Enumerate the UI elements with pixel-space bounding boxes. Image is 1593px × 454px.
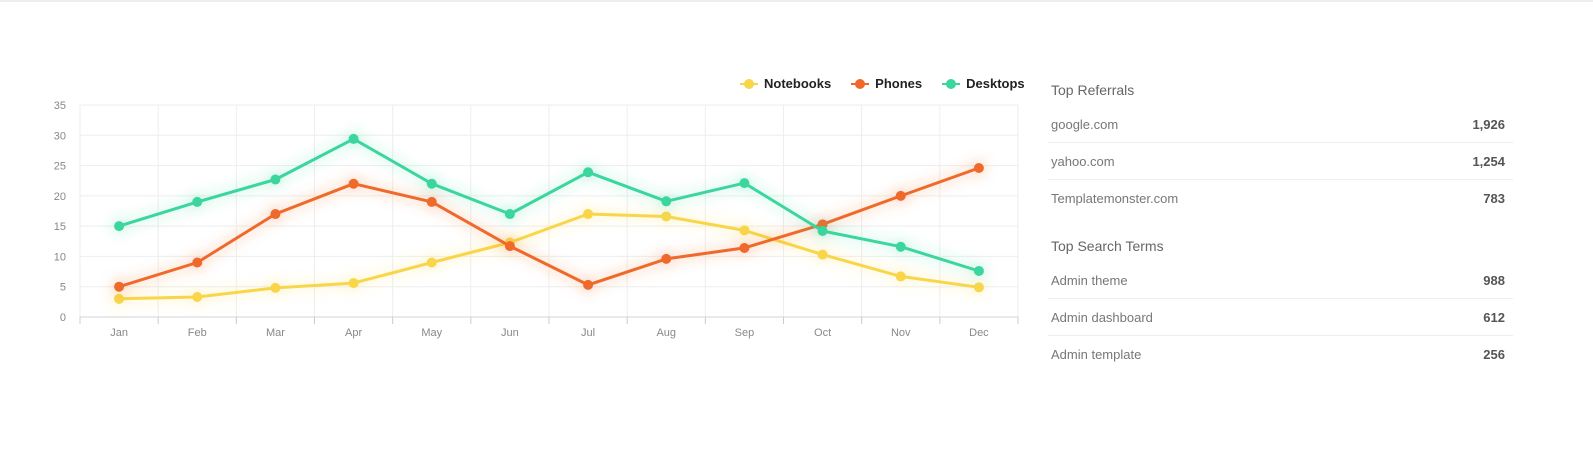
data-point-phones xyxy=(348,178,359,189)
x-tick-label: Nov xyxy=(891,327,911,339)
data-point-desktops xyxy=(895,241,906,252)
data-point-notebooks xyxy=(114,293,125,304)
y-tick-label: 25 xyxy=(54,161,66,173)
y-tick-label: 10 xyxy=(54,251,66,263)
data-point-desktops xyxy=(348,133,359,144)
data-point-phones xyxy=(504,241,515,252)
referral-label: google.com xyxy=(1051,116,1119,132)
series-line-desktops xyxy=(118,137,980,273)
data-point-desktops xyxy=(973,265,984,276)
data-point-phones xyxy=(114,281,125,292)
data-point-notebooks xyxy=(583,209,594,220)
data-point-phones xyxy=(895,190,906,201)
y-tick-label: 35 xyxy=(54,100,66,112)
search-term-value: 988 xyxy=(1483,272,1505,288)
data-point-desktops xyxy=(192,196,203,207)
series-line-phones xyxy=(118,166,980,289)
data-point-phones xyxy=(426,196,437,207)
data-point-desktops xyxy=(583,167,594,178)
data-point-notebooks xyxy=(426,257,437,268)
data-point-desktops xyxy=(817,225,828,236)
legend-label-desktops: Desktops xyxy=(966,76,1025,91)
stats-panel: Top Referrals google.com 1,926 yahoo.com… xyxy=(1048,78,1513,372)
data-point-phones xyxy=(739,242,750,253)
x-tick-label: Jul xyxy=(581,327,595,339)
referral-row[interactable]: google.com 1,926 xyxy=(1048,106,1513,143)
legend-item-phones[interactable]: Phones xyxy=(851,76,922,91)
search-term-row[interactable]: Admin theme 988 xyxy=(1048,262,1513,299)
x-tick-label: Jun xyxy=(501,327,519,339)
search-term-label: Admin template xyxy=(1051,346,1142,362)
legend-marker-phones xyxy=(851,78,870,90)
data-point-desktops xyxy=(114,221,125,232)
data-point-phones xyxy=(583,279,594,290)
data-point-notebooks xyxy=(348,278,359,289)
legend-marker-notebooks xyxy=(740,78,758,90)
referral-value: 1,254 xyxy=(1472,153,1505,169)
x-tick-label: Aug xyxy=(656,327,676,339)
search-term-row[interactable]: Admin template 256 xyxy=(1048,336,1513,372)
search-term-value: 612 xyxy=(1483,309,1505,325)
x-tick-label: Jan xyxy=(110,327,128,339)
series-notebooks xyxy=(114,209,984,304)
search-term-label: Admin theme xyxy=(1051,272,1128,288)
data-point-phones xyxy=(973,162,984,173)
data-point-desktops xyxy=(426,178,437,189)
referral-row[interactable]: Templatemonster.com 783 xyxy=(1048,180,1513,216)
x-tick-label: Sep xyxy=(735,327,755,339)
x-tick-label: May xyxy=(421,327,442,339)
search-term-row[interactable]: Admin dashboard 612 xyxy=(1048,299,1513,336)
line-chart: 0 5 10 15 20 25 30 35 Jan Feb Mar Apr May Jun Jul Aug Se… xyxy=(54,100,1019,339)
data-point-notebooks xyxy=(661,211,672,222)
data-point-phones xyxy=(192,257,203,268)
data-point-desktops xyxy=(270,174,281,185)
y-tick-label: 15 xyxy=(54,221,66,233)
legend-item-notebooks[interactable]: Notebooks xyxy=(740,76,831,91)
legend-item-desktops[interactable]: Desktops xyxy=(942,76,1025,91)
referral-label: yahoo.com xyxy=(1051,153,1115,169)
top-divider xyxy=(0,0,1593,2)
chart-legend: Notebooks Phones Desktops xyxy=(740,76,1025,91)
data-point-notebooks xyxy=(895,271,906,282)
y-tick-label: 0 xyxy=(60,312,66,324)
data-point-phones xyxy=(661,253,672,264)
referral-value: 783 xyxy=(1483,190,1505,206)
x-tick-label: Feb xyxy=(188,327,207,339)
legend-label-notebooks: Notebooks xyxy=(764,76,832,91)
search-terms-title: Top Search Terms xyxy=(1051,238,1164,254)
referral-row[interactable]: yahoo.com 1,254 xyxy=(1048,143,1513,180)
referral-label: Templatemonster.com xyxy=(1051,190,1179,206)
legend-marker-desktops xyxy=(942,78,961,90)
series-desktops xyxy=(114,133,984,276)
data-point-notebooks xyxy=(192,292,203,303)
data-point-desktops xyxy=(739,178,750,189)
data-point-desktops xyxy=(504,209,515,220)
y-tick-label: 30 xyxy=(54,130,66,142)
referrals-title: Top Referrals xyxy=(1051,82,1135,98)
x-tick-label: Dec xyxy=(969,327,989,339)
referral-value: 1,926 xyxy=(1472,116,1505,132)
data-point-notebooks xyxy=(739,225,750,236)
x-tick-label: Oct xyxy=(814,327,831,339)
series-line-notebooks xyxy=(119,212,980,301)
legend-label-phones: Phones xyxy=(875,76,923,91)
y-tick-label: 20 xyxy=(54,191,66,203)
data-point-notebooks xyxy=(973,282,984,293)
data-point-phones xyxy=(270,209,281,220)
y-tick-label: 5 xyxy=(60,282,66,294)
data-point-notebooks xyxy=(270,282,281,293)
data-point-notebooks xyxy=(817,249,828,260)
search-term-value: 256 xyxy=(1483,346,1505,362)
x-tick-label: Mar xyxy=(266,327,285,339)
x-tick-label: Apr xyxy=(345,327,362,339)
search-term-label: Admin dashboard xyxy=(1051,309,1153,325)
series-phones xyxy=(114,162,984,292)
data-point-desktops xyxy=(661,196,672,207)
